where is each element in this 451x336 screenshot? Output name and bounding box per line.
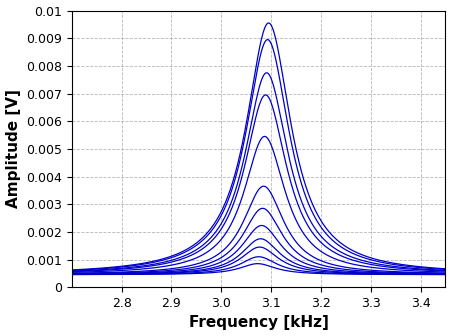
Y-axis label: Amplitude [V]: Amplitude [V] xyxy=(5,89,21,208)
X-axis label: Frequency [kHz]: Frequency [kHz] xyxy=(189,316,329,330)
